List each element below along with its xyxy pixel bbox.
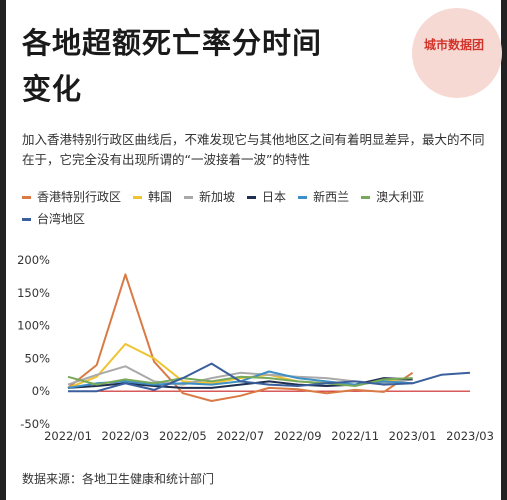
legend-label: 韩国 bbox=[148, 190, 173, 204]
legend-label: 新西兰 bbox=[313, 190, 350, 204]
legend-swatch bbox=[247, 196, 257, 199]
legend-swatch bbox=[133, 196, 143, 199]
y-tick-label: 0% bbox=[32, 384, 50, 398]
legend-label: 日本 bbox=[262, 190, 287, 204]
legend-label: 香港特别行政区 bbox=[37, 190, 122, 204]
legend-label: 台湾地区 bbox=[37, 212, 86, 226]
chart-legend: 香港特别行政区 韩国 新加坡 日本 新西兰 澳大利亚台湾地区 bbox=[22, 186, 492, 230]
y-tick-label: 50% bbox=[24, 351, 50, 365]
legend-item: 新西兰 bbox=[298, 186, 349, 208]
series-line bbox=[67, 375, 413, 387]
legend-item: 澳大利亚 bbox=[361, 186, 424, 208]
legend-swatch bbox=[298, 196, 308, 199]
legend-label: 澳大利亚 bbox=[376, 190, 425, 204]
series-line bbox=[67, 273, 414, 402]
series-line bbox=[68, 362, 471, 393]
chart-title: 各地超额死亡率分时间 变化 bbox=[22, 20, 362, 112]
x-tick-label: 2022/11 bbox=[331, 429, 379, 443]
chart-subtitle: 加入香港特别行政区曲线后，不难发现它与其他地区之间有着明显差异，最大的不同在于，… bbox=[22, 132, 485, 167]
x-tick-label: 2023/03 bbox=[446, 429, 494, 443]
x-tick-label: 2022/05 bbox=[159, 429, 207, 443]
legend-item: 日本 bbox=[247, 186, 286, 208]
legend-item: 香港特别行政区 bbox=[22, 186, 121, 208]
x-tick-label: 2022/03 bbox=[102, 429, 150, 443]
x-tick-label: 2022/09 bbox=[274, 429, 322, 443]
y-tick-label: 200% bbox=[17, 253, 50, 267]
data-source: 数据来源：各地卫生健康和统计部门 bbox=[22, 472, 215, 486]
x-tick-label: 2022/07 bbox=[216, 429, 264, 443]
chart-area: 200% 150% 100% 50% 0% -50% 2022/01 2022/03 2022/… bbox=[0, 240, 507, 454]
title-line-2: 变化 bbox=[22, 72, 83, 106]
legend-item: 新加坡 bbox=[184, 186, 235, 208]
legend-swatch bbox=[22, 196, 31, 199]
line-chart: 200% 150% 100% 50% 0% -50%2022/01 2022/03 2022/… bbox=[17, 253, 494, 443]
brand-label: 城市数据团 bbox=[424, 38, 485, 52]
x-tick-label: 2023/01 bbox=[389, 429, 437, 443]
y-tick-label: 150% bbox=[17, 286, 50, 300]
title-line-1: 各地超额死亡率分时间 bbox=[22, 26, 323, 60]
legend-item: 台湾地区 bbox=[22, 208, 85, 230]
x-tick-label: 2022/01 bbox=[44, 429, 92, 443]
legend-swatch bbox=[361, 196, 371, 199]
legend-label: 新加坡 bbox=[199, 190, 236, 204]
legend-swatch bbox=[22, 218, 31, 221]
y-tick-label: 100% bbox=[17, 319, 50, 333]
legend-swatch bbox=[184, 196, 194, 199]
legend-item: 韩国 bbox=[133, 186, 172, 208]
y-tick-label: -50% bbox=[20, 417, 50, 431]
brand-logo-icon bbox=[412, 8, 502, 98]
